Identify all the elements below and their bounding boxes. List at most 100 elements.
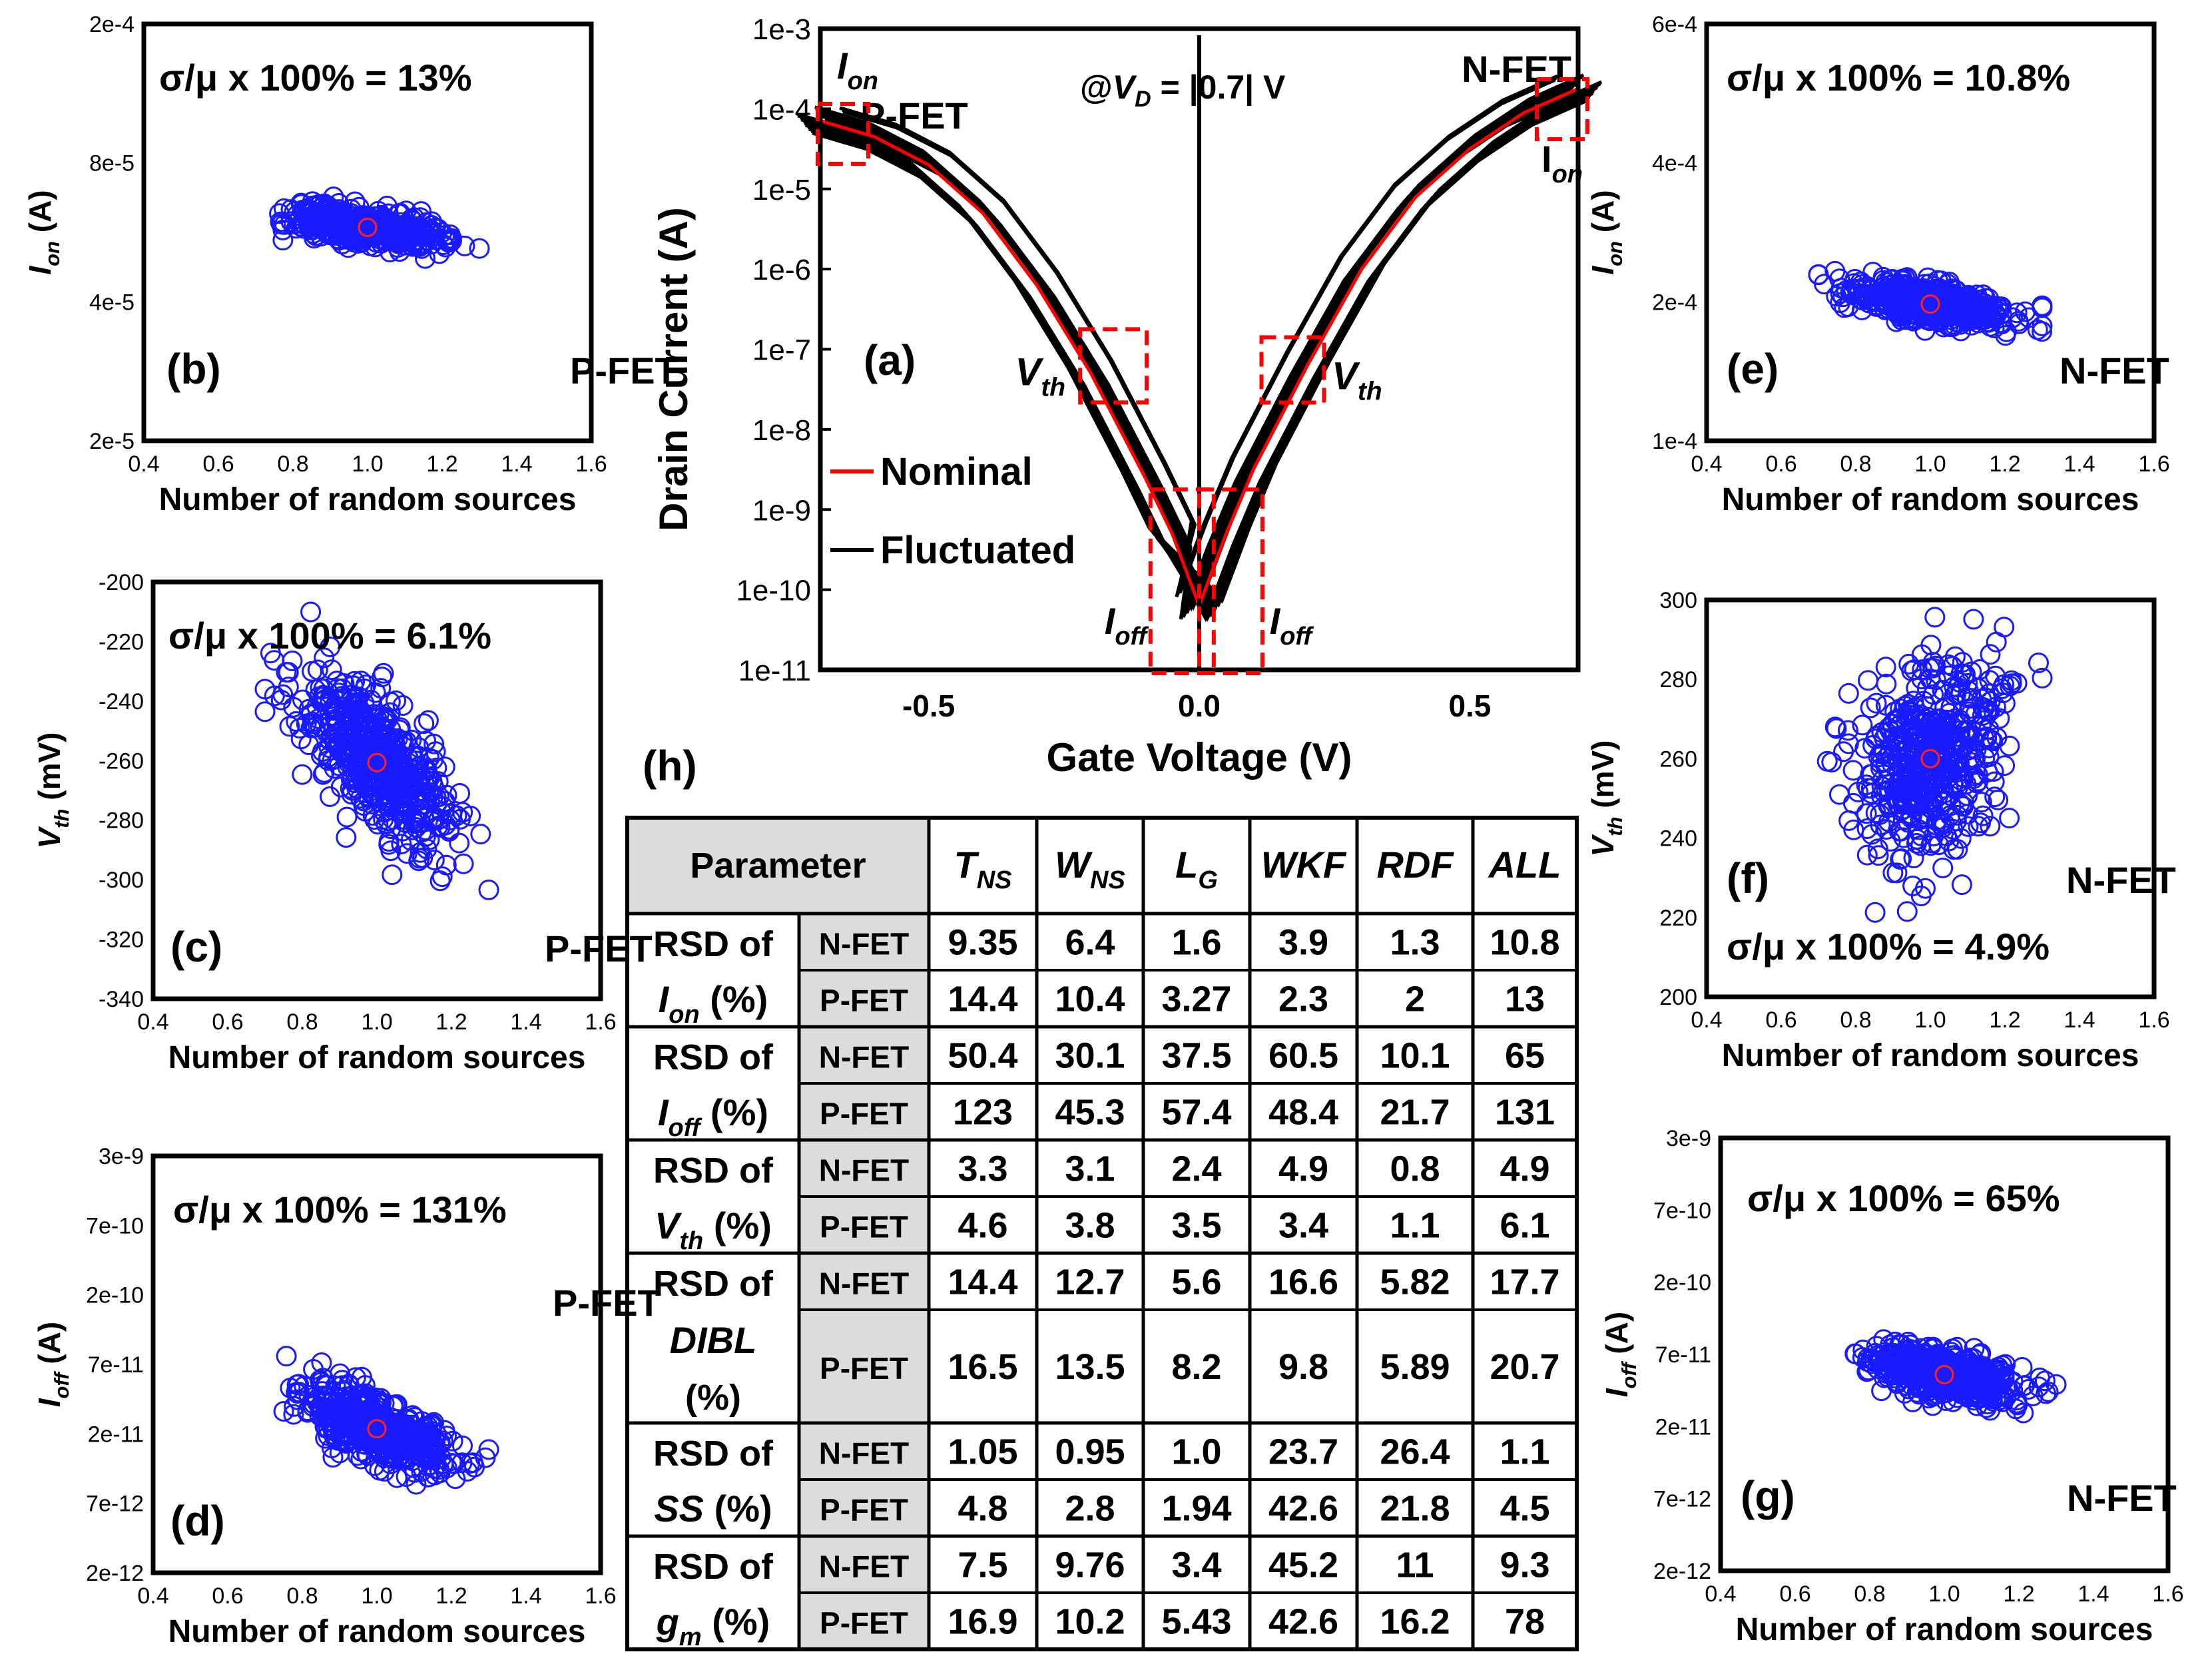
table-header: LG [1175, 844, 1218, 894]
scatter-point [272, 230, 294, 251]
sigma-label: σ/μ x 100% = 6.1% [168, 615, 491, 657]
x-tick-label: 1.6 [2152, 1581, 2183, 1607]
scatter-point [1980, 816, 2001, 837]
scatter-point [338, 1391, 359, 1412]
legend-label: Nominal [880, 450, 1033, 493]
scatter-point [2006, 1390, 2028, 1411]
scatter-point [440, 810, 461, 831]
x-tick-label: 0.4 [1705, 1581, 1736, 1607]
y-tick-label: 1e-10 [736, 575, 811, 607]
scatter-point [414, 713, 435, 734]
scatter-point [1922, 726, 1943, 748]
scatter-point [1953, 767, 1974, 788]
panel-h-table: (h) Parameter TNS WNS LG WKF RDF ALL N-FET 9.35 6.… [625, 742, 1579, 1651]
table-cell: 17.7 [1490, 1262, 1559, 1302]
y-tick-label: 7e-11 [88, 1352, 144, 1378]
scatter-point [1906, 828, 1928, 850]
y-tick-label: -320 [99, 928, 144, 953]
scatter-point [1870, 804, 1891, 825]
scatter-point [302, 216, 323, 237]
table-fet-cell: P-FET [820, 1097, 908, 1131]
scatter-point [1975, 296, 1996, 317]
table-cell: 26.4 [1380, 1432, 1450, 1472]
x-tick-label: 0.8 [1840, 451, 1871, 477]
scatter-point [1866, 693, 1887, 714]
ion-box-left [816, 102, 870, 166]
scatter-point [1938, 1353, 1960, 1374]
scatter-point [1978, 701, 2000, 722]
scatter-point [389, 241, 410, 262]
scatter-point [396, 762, 417, 783]
panel-tag: (e) [1727, 345, 1779, 393]
x-tick-label: 1.0 [1914, 1007, 1946, 1033]
table-fet-cell: P-FET [820, 1210, 908, 1245]
y-tick-label: 1e-5 [752, 174, 811, 206]
scatter-point [406, 1474, 427, 1495]
scatter-point [371, 728, 392, 750]
y-tick-label: 2e-4 [1652, 290, 1697, 315]
scatter-point [370, 787, 391, 808]
mean-point [1920, 748, 1940, 768]
x-tick-label: 0.8 [277, 451, 308, 477]
table-cell: 16.6 [1268, 1262, 1338, 1302]
scatter-point [372, 667, 393, 688]
table-group-label: RSD of [653, 1434, 774, 1474]
table-cell: 3.1 [1065, 1149, 1115, 1189]
sigma-label: σ/μ x 100% = 4.9% [1727, 926, 2050, 968]
scatter-point [380, 787, 401, 808]
table-cell: 9.35 [948, 923, 1017, 963]
scatter-point [1896, 901, 1918, 922]
scatter-point [370, 1388, 392, 1409]
table-group-label: RSD of [653, 924, 774, 964]
scatter-point [408, 1426, 429, 1448]
x-tick-label: 1.4 [2064, 1007, 2095, 1033]
mean-point [1920, 294, 1940, 314]
scatter-point [408, 850, 429, 872]
table-cell: 11 [1396, 1545, 1434, 1585]
y-tick-label: 4e-4 [1652, 151, 1697, 176]
table-cell: 4.8 [958, 1489, 1007, 1529]
scatter-point [1867, 838, 1888, 860]
table-cell: 3.27 [1161, 979, 1231, 1019]
table-cell: 16.9 [948, 1602, 1017, 1642]
y-tick-label: -220 [99, 629, 144, 655]
scatter-point [315, 198, 336, 219]
table-cell: 37.5 [1161, 1036, 1231, 1076]
table-group-label: RSD of [653, 1547, 774, 1587]
scatter-point [1890, 1363, 1912, 1384]
scatter-point [328, 734, 349, 756]
scatter-point [314, 762, 335, 783]
table-cell: 1.05 [948, 1432, 1017, 1472]
scatter-point [452, 1435, 473, 1456]
scatter-point [342, 694, 363, 716]
fluctuated-curve [797, 82, 1601, 604]
y-axis-label: Ion (A) [1585, 190, 1627, 274]
table-header: RDF [1376, 844, 1454, 886]
scatter-point [1977, 1394, 1998, 1415]
panel-a: 1e-3 1e-4 1e-5 1e-6 1e-7 1e-8 1e-9 1e-10 1e-11 -0… [651, 13, 1603, 780]
scatter-point [1932, 680, 1954, 701]
scatter-point [370, 1418, 392, 1439]
scatter-point [1870, 814, 1891, 836]
y-tick-label: 280 [1659, 667, 1697, 693]
scatter-point [417, 1466, 439, 1488]
table-fet-cell: P-FET [820, 1493, 908, 1527]
plot-frame [141, 21, 594, 443]
table-cell: 3.4 [1278, 1206, 1328, 1246]
scatter-point [2008, 313, 2030, 334]
scatter-point [342, 1417, 363, 1438]
table-cell: 1.3 [1390, 923, 1440, 963]
scatter-point [355, 730, 376, 751]
table-cell: 3.9 [1278, 923, 1328, 963]
scatter-point [408, 787, 429, 808]
scatter-point [1989, 708, 2010, 729]
x-tick-label: 0.5 [1448, 689, 1491, 723]
scatter-point [1808, 264, 1829, 286]
scatter-point [393, 228, 414, 250]
scatter-point [1860, 697, 1881, 718]
table-cell: 5.82 [1380, 1262, 1450, 1302]
scatter-point [282, 651, 303, 671]
y-tick-label: 2e-11 [88, 1422, 144, 1447]
scatter-point [1892, 286, 1912, 308]
scatter-point [1872, 769, 1893, 790]
